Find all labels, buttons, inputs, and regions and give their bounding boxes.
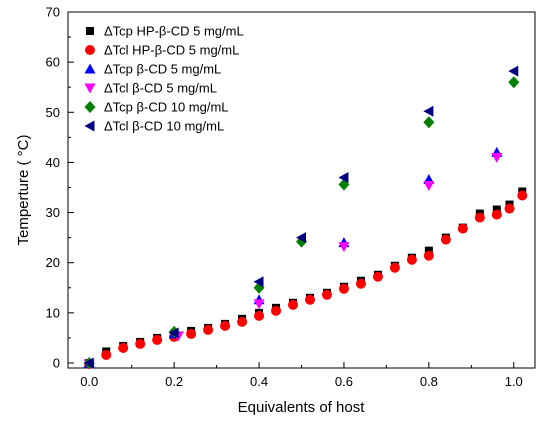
legend-marker — [84, 120, 95, 132]
data-point — [271, 305, 282, 316]
series-triangle-left — [83, 65, 519, 369]
data-point — [355, 278, 366, 289]
x-tick-label: 0.6 — [335, 374, 353, 389]
y-tick-label: 10 — [46, 305, 60, 320]
y-tick-label: 40 — [46, 155, 60, 170]
series-square — [85, 187, 527, 367]
legend-label: ΔTcp β-CD 10 mg/mL — [104, 100, 229, 115]
data-point — [389, 262, 400, 273]
data-point — [338, 242, 350, 253]
y-axis: 0 10 20 30 40 50 60 70 — [46, 5, 74, 370]
data-point — [491, 152, 503, 163]
legend-marker — [84, 63, 96, 74]
y-tick-label: 20 — [46, 255, 60, 270]
y-tick-label: 60 — [46, 55, 60, 70]
x-axis: 0.0 0.2 0.4 0.6 0.8 1.0 — [80, 362, 523, 389]
y-tick-label: 50 — [46, 105, 60, 120]
legend-label: ΔTcp β-CD 5 mg/mL — [104, 62, 221, 77]
data-point — [474, 212, 485, 223]
data-point — [504, 203, 515, 214]
data-point — [101, 349, 112, 360]
series-triangle-down — [83, 152, 503, 370]
x-axis-title: Equivalents of host — [238, 399, 366, 416]
legend-label: ΔTcp HP-β-CD 5 mg/mL — [104, 24, 244, 39]
legend: ΔTcp HP-β-CD 5 mg/mL ΔTcl HP-β-CD 5 mg/mL… — [84, 24, 244, 134]
data-markers — [83, 65, 528, 370]
data-point — [491, 209, 502, 220]
x-tick-label: 0.4 — [250, 374, 268, 389]
data-point — [237, 316, 248, 327]
data-point — [508, 76, 520, 89]
legend-label: ΔTcl β-CD 10 mg/mL — [104, 119, 224, 134]
y-tick-label: 30 — [46, 205, 60, 220]
data-point — [338, 283, 349, 294]
series-circle — [84, 190, 528, 369]
y-tick-label: 70 — [46, 5, 60, 20]
data-point — [440, 234, 451, 245]
data-point — [423, 105, 434, 117]
data-point — [296, 232, 306, 244]
data-point — [152, 334, 163, 345]
data-point — [186, 328, 197, 339]
legend-marker — [84, 83, 96, 94]
y-tick-label: 0 — [53, 355, 60, 370]
data-point — [457, 223, 468, 234]
data-point — [338, 171, 349, 183]
data-point — [423, 180, 435, 191]
data-point — [168, 327, 179, 339]
data-point — [372, 271, 383, 282]
series-triangle-up — [83, 146, 503, 368]
data-point — [220, 320, 231, 331]
data-point — [424, 246, 433, 255]
data-point — [304, 294, 315, 305]
data-point — [288, 299, 299, 310]
legend-label: ΔTcl HP-β-CD 5 mg/mL — [104, 43, 239, 58]
data-point — [253, 276, 264, 288]
data-point — [406, 254, 417, 265]
x-tick-label: 0.0 — [80, 374, 98, 389]
data-point — [254, 310, 265, 321]
data-point — [253, 299, 265, 310]
data-point — [492, 205, 501, 214]
legend-label: ΔTcl β-CD 5 mg/mL — [104, 81, 217, 96]
y-axis-title: Temperture ( °C) — [15, 134, 32, 245]
data-point — [423, 250, 434, 261]
data-point — [423, 116, 435, 129]
data-point — [203, 324, 214, 335]
data-point — [135, 338, 146, 349]
data-point — [118, 342, 129, 353]
legend-marker — [86, 27, 94, 35]
data-point — [517, 190, 528, 201]
x-tick-label: 0.8 — [420, 374, 438, 389]
legend-marker — [84, 101, 96, 113]
legend-marker — [85, 45, 95, 55]
x-tick-label: 1.0 — [505, 374, 523, 389]
data-point — [83, 357, 94, 369]
data-point — [508, 65, 519, 77]
data-point — [321, 289, 332, 300]
x-tick-label: 0.2 — [165, 374, 183, 389]
